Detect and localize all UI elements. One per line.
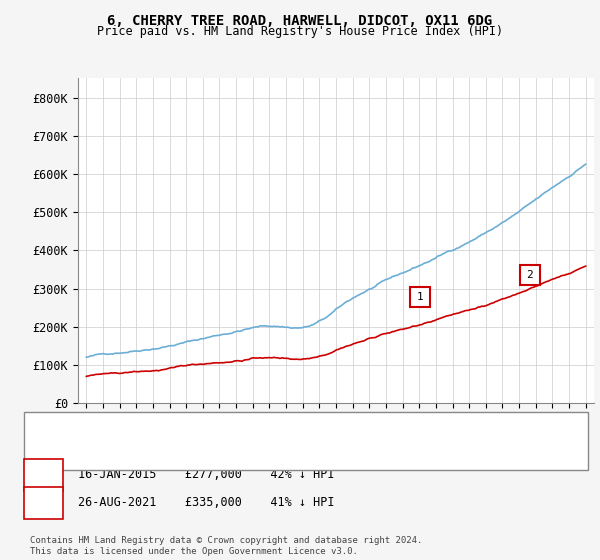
Text: 2: 2: [40, 496, 47, 510]
Text: 1: 1: [40, 468, 47, 482]
Text: Contains HM Land Registry data © Crown copyright and database right 2024.
This d: Contains HM Land Registry data © Crown c…: [30, 536, 422, 556]
Text: HPI: Average price, detached house, Vale of White Horse: HPI: Average price, detached house, Vale…: [90, 445, 434, 455]
Text: 1: 1: [416, 292, 423, 302]
Text: 2: 2: [527, 270, 533, 280]
Text: 6, CHERRY TREE ROAD, HARWELL, DIDCOT, OX11 6DG (detached house): 6, CHERRY TREE ROAD, HARWELL, DIDCOT, OX…: [90, 422, 484, 432]
Text: 16-JAN-2015    £277,000    42% ↓ HPI: 16-JAN-2015 £277,000 42% ↓ HPI: [78, 468, 335, 482]
Text: 26-AUG-2021    £335,000    41% ↓ HPI: 26-AUG-2021 £335,000 41% ↓ HPI: [78, 496, 335, 510]
Text: 6, CHERRY TREE ROAD, HARWELL, DIDCOT, OX11 6DG: 6, CHERRY TREE ROAD, HARWELL, DIDCOT, OX…: [107, 14, 493, 28]
Text: Price paid vs. HM Land Registry's House Price Index (HPI): Price paid vs. HM Land Registry's House …: [97, 25, 503, 38]
Text: ——: ——: [48, 420, 65, 435]
Text: ——: ——: [48, 442, 65, 457]
